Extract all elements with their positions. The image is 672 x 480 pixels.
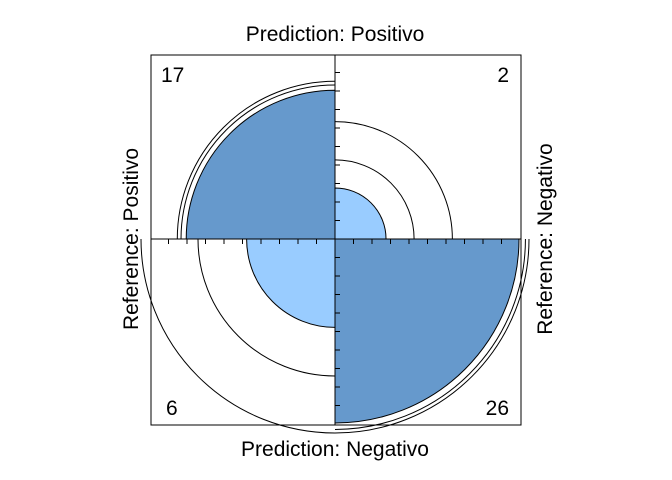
top-label: Prediction: Positivo xyxy=(246,23,425,46)
wedges xyxy=(185,89,520,424)
ring-outer-top-left xyxy=(180,84,336,240)
ring-outer2-bottom-left xyxy=(140,238,336,434)
count-bottom-left: 6 xyxy=(166,397,178,420)
wedge-bottom-left xyxy=(246,238,336,328)
axis-ticks xyxy=(168,72,502,406)
ring-outer2-top-right xyxy=(334,121,453,240)
bottom-label: Prediction: Negativo xyxy=(241,438,429,461)
count-top-right: 2 xyxy=(497,64,509,87)
left-label: Reference: Positivo xyxy=(120,148,143,330)
ring-outer-top-right xyxy=(334,159,415,240)
wedge-top-right xyxy=(334,187,387,240)
wedge-bottom-right xyxy=(334,238,520,424)
ring-outer-bottom-left xyxy=(197,238,336,377)
plot-frame xyxy=(150,54,522,426)
ring-outer2-top-left xyxy=(176,80,336,240)
ring-outer2-bottom-right xyxy=(334,238,530,434)
count-top-left: 17 xyxy=(161,64,184,87)
right-label: Reference: Negativo xyxy=(534,143,557,334)
count-bottom-right: 26 xyxy=(486,397,509,420)
wedge-top-left xyxy=(185,89,336,240)
